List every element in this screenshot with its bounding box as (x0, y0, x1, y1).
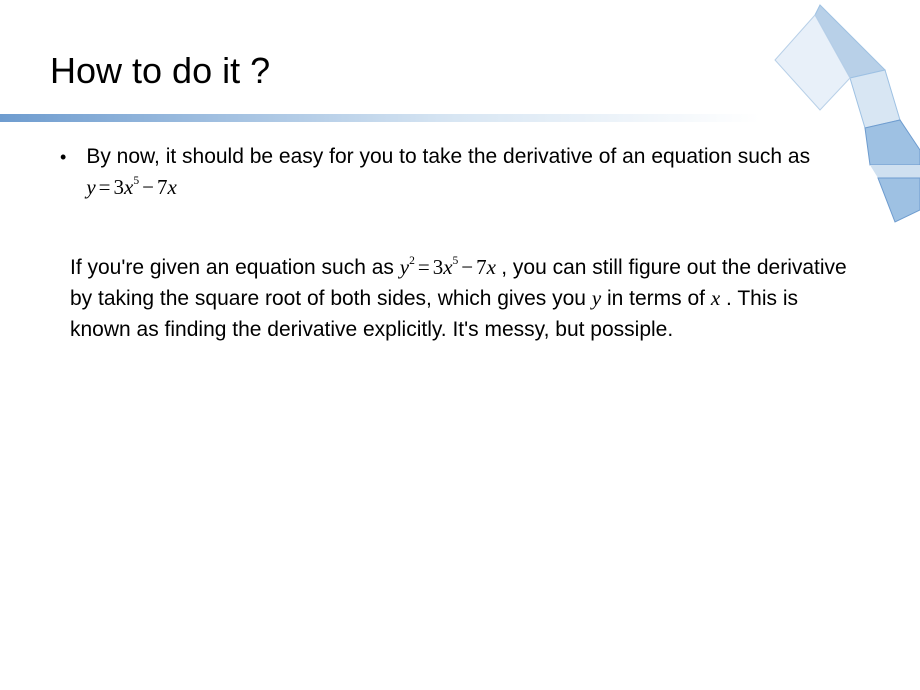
equation-2: y2=3x5−7x (400, 255, 501, 279)
title-area: How to do it ? (0, 0, 920, 92)
var-y: y (592, 286, 601, 310)
p1-text: By now, it should be easy for you to tak… (86, 145, 810, 168)
title-underline (0, 114, 760, 122)
equation-1: y=3x5−7x (86, 175, 176, 199)
p2-seg3: in terms of (607, 287, 711, 310)
bullet-paragraph-1: • By now, it should be easy for you to t… (60, 142, 860, 204)
var-x: x (711, 286, 720, 310)
paragraph-2: If you're given an equation such as y2=3… (60, 252, 860, 345)
content-area: • By now, it should be easy for you to t… (0, 92, 920, 345)
paragraph-1-body: By now, it should be easy for you to tak… (86, 142, 860, 204)
slide-title: How to do it ? (50, 50, 920, 92)
p2-seg1: If you're given an equation such as (70, 256, 400, 279)
bullet-icon: • (60, 142, 66, 173)
